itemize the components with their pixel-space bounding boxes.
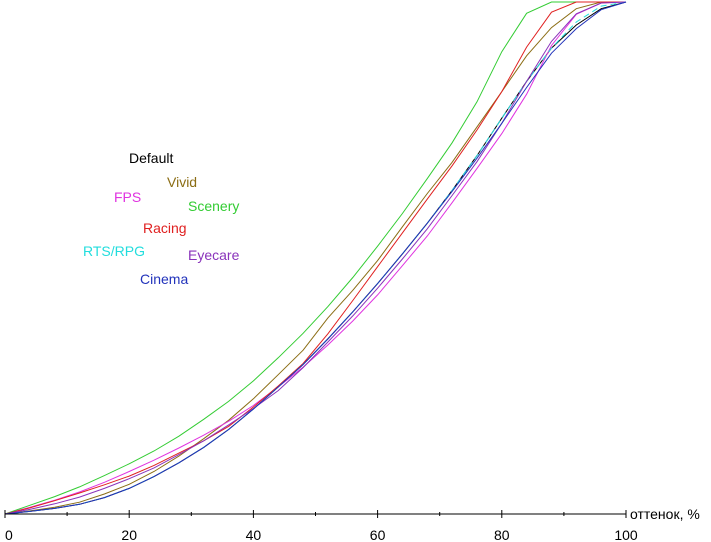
x-tick-label: 20 (121, 527, 137, 542)
series-line-fps (4, 1, 627, 515)
x-tick-label: 100 (614, 527, 638, 542)
legend-label-default: Default (129, 150, 174, 166)
legend-label-rts-rpg: RTS/RPG (83, 243, 145, 259)
series-line-cinema (4, 1, 627, 515)
legend-label-vivid: Vivid (167, 174, 198, 190)
series-line-vivid (4, 1, 626, 515)
series-layer (4, 1, 627, 515)
legend-label-racing: Racing (143, 220, 187, 236)
legend-label-fps: FPS (114, 189, 142, 205)
legend-label-eyecare: Eyecare (188, 247, 240, 263)
series-line-eyecare (4, 1, 627, 515)
x-tick-label: 0 (5, 527, 13, 542)
x-tick-label: 80 (494, 527, 510, 542)
x-tick-label: 60 (370, 527, 386, 542)
series-line-racing (4, 1, 626, 515)
legend-label-scenery: Scenery (188, 198, 240, 214)
legend-label-cinema: Cinema (140, 271, 189, 287)
x-tick-layer: 0 20 40 60 80 100 (4, 510, 638, 542)
series-line-scenery (4, 1, 626, 515)
x-axis-title: оттенок, % (630, 506, 700, 522)
x-tick-label: 40 (246, 527, 262, 542)
